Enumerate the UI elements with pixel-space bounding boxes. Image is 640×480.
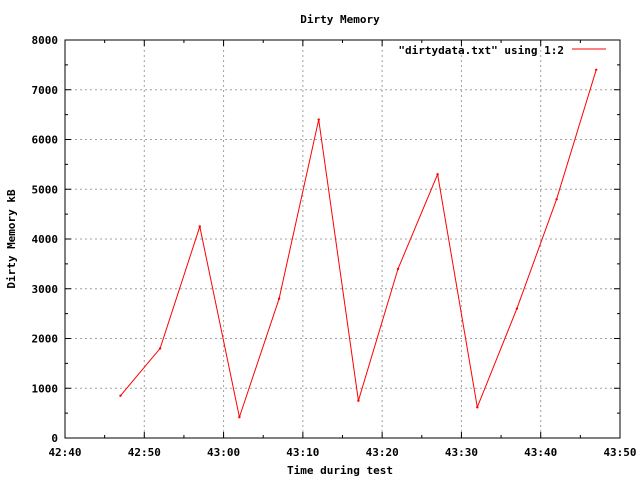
data-point xyxy=(595,68,598,72)
data-point xyxy=(476,406,479,409)
data-point xyxy=(317,118,320,121)
y-ticks: 0 1000 2000 3000 4000 5000 6000 7000 8000 xyxy=(32,34,620,445)
y-tick-label: 0 xyxy=(51,432,58,445)
x-tick-label: 43:30 xyxy=(445,446,478,459)
data-point xyxy=(119,394,122,397)
x-tick-label: 43:20 xyxy=(366,446,399,459)
y-tick-label: 2000 xyxy=(32,333,59,346)
y-tick-label: 4000 xyxy=(32,233,59,246)
data-point xyxy=(238,415,241,419)
legend-label: "dirtydata.txt" using 1:2 xyxy=(398,44,564,57)
y-tick-label: 3000 xyxy=(32,283,59,296)
data-point xyxy=(277,297,281,300)
x-axis-label: Time during test xyxy=(287,464,393,477)
chart-title: Dirty Memory xyxy=(300,13,380,26)
data-point xyxy=(158,347,162,350)
grid xyxy=(65,40,620,438)
data-point xyxy=(515,307,519,310)
x-tick-label: 43:50 xyxy=(603,446,636,459)
series-line xyxy=(120,69,597,420)
x-tick-label: 43:40 xyxy=(524,446,557,459)
y-tick-label: 1000 xyxy=(32,382,59,395)
y-axis-label: Dirty Memory kB xyxy=(5,189,18,289)
x-tick-label: 43:00 xyxy=(207,446,240,459)
data-point xyxy=(555,198,558,201)
y-tick-label: 7000 xyxy=(32,84,59,97)
series-group xyxy=(119,68,598,420)
legend: "dirtydata.txt" using 1:2 xyxy=(398,44,606,57)
x-tick-label: 43:10 xyxy=(286,446,319,459)
x-tick-label: 42:50 xyxy=(128,446,161,459)
x-ticks: 42:40 42:50 43:00 43:10 43:20 43:30 43:40 43:50 xyxy=(48,40,637,459)
data-point xyxy=(436,173,439,176)
data-point xyxy=(357,399,360,402)
x-tick-label: 42:40 xyxy=(48,446,81,459)
y-tick-label: 8000 xyxy=(32,34,59,47)
data-point xyxy=(198,225,201,228)
y-tick-label: 5000 xyxy=(32,183,59,196)
data-point xyxy=(396,267,400,271)
y-tick-label: 6000 xyxy=(32,134,59,147)
